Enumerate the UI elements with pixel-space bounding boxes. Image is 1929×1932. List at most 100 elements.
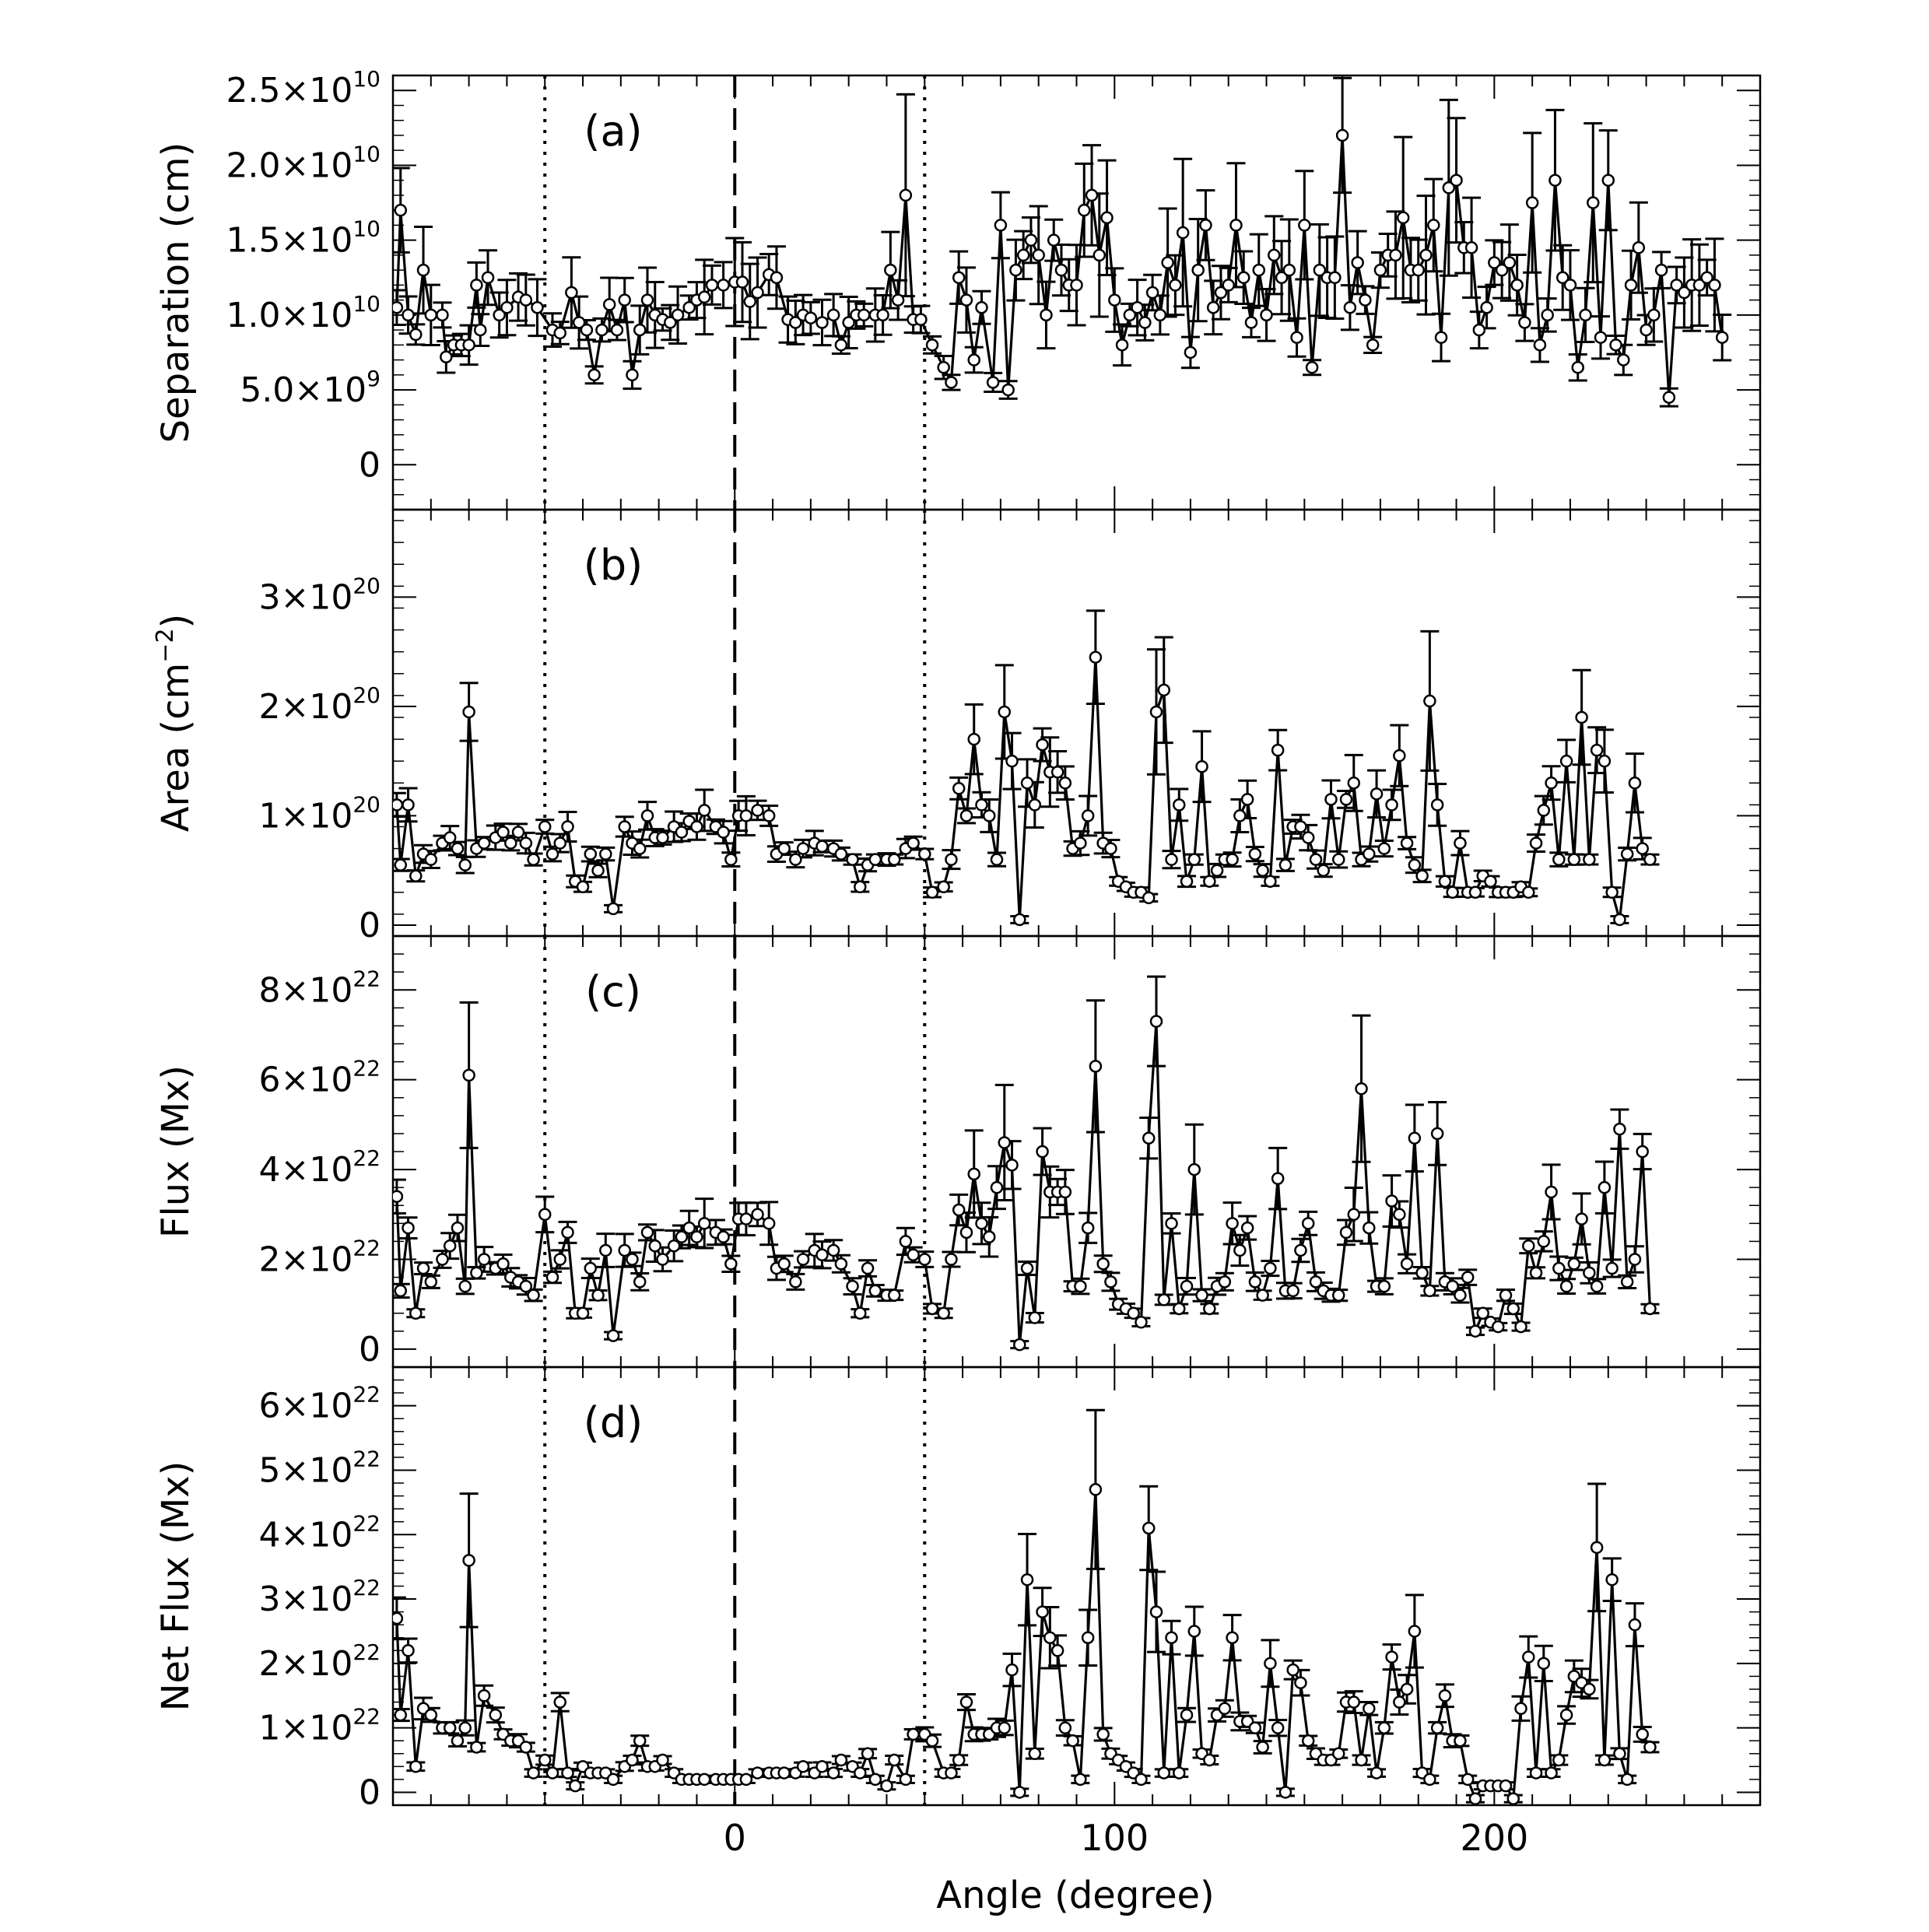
data-point: [580, 323, 594, 337]
data-point: [1195, 1289, 1208, 1302]
data-point: [1427, 219, 1440, 232]
data-point: [804, 311, 818, 324]
data-point: [925, 1302, 939, 1316]
data-point: [1271, 743, 1285, 757]
data-point: [1347, 1695, 1361, 1709]
data-point: [626, 368, 639, 382]
data-point: [1339, 793, 1353, 806]
data-point: [1389, 248, 1402, 262]
x-axis-label: Angle (degree): [936, 1874, 1215, 1917]
data-point: [402, 1221, 415, 1235]
data-point: [424, 1708, 438, 1722]
data-point: [1385, 1650, 1398, 1664]
data-point: [1165, 1217, 1178, 1230]
data-point: [770, 271, 784, 285]
data-point: [1271, 1721, 1285, 1734]
data-point: [1541, 308, 1554, 322]
data-point: [1173, 798, 1186, 812]
data-point: [1123, 308, 1137, 322]
data-point: [975, 798, 988, 812]
data-point: [1522, 1239, 1535, 1253]
series-line: [395, 1489, 1651, 1803]
data-point: [1173, 1766, 1186, 1779]
data-point: [1640, 323, 1653, 337]
data-point: [1100, 211, 1114, 225]
data-series: [393, 609, 1660, 927]
data-point: [1454, 1289, 1467, 1302]
data-point: [1332, 1747, 1345, 1761]
data-point: [1032, 248, 1045, 262]
data-point: [1131, 300, 1144, 314]
data-point: [1370, 787, 1384, 801]
data-point: [1468, 1324, 1482, 1338]
data-point: [618, 1243, 631, 1257]
data-point: [477, 1253, 491, 1266]
data-point: [880, 1779, 893, 1793]
data-point: [1180, 1279, 1194, 1293]
data-point: [1480, 300, 1493, 314]
data-point: [1450, 174, 1463, 187]
data-point: [1058, 1721, 1072, 1734]
data-point: [443, 1721, 457, 1734]
data-point: [717, 1230, 730, 1243]
data-point: [462, 1068, 475, 1082]
data-point: [519, 1279, 533, 1293]
data-point: [1613, 1747, 1626, 1761]
data-point: [493, 308, 506, 322]
data-point: [1218, 1275, 1232, 1289]
data-point: [1377, 1721, 1391, 1734]
data-point: [1309, 1275, 1323, 1289]
data-point: [1393, 749, 1406, 763]
data-point: [1294, 1676, 1307, 1689]
data-point: [477, 836, 491, 850]
data-point: [861, 1261, 875, 1275]
data-point: [519, 836, 533, 850]
data-point: [1214, 286, 1228, 300]
data-point: [975, 300, 988, 314]
data-point: [572, 316, 586, 329]
data-point: [967, 1167, 980, 1181]
data-point: [443, 1239, 457, 1253]
data-point: [1575, 710, 1588, 724]
data-point: [1579, 308, 1592, 322]
data-point: [1096, 1257, 1110, 1271]
data-point: [887, 1289, 901, 1302]
data-point: [834, 338, 848, 352]
data-point: [1013, 913, 1026, 927]
y-tick-label: 0: [359, 906, 381, 945]
data-point: [1305, 360, 1319, 374]
data-point: [952, 271, 966, 285]
data-point: [1301, 831, 1315, 844]
data-point: [1203, 1753, 1216, 1767]
data-point: [1173, 1302, 1186, 1316]
data-point: [1145, 286, 1159, 300]
data-point: [1408, 1131, 1422, 1145]
data-point: [751, 1208, 764, 1222]
data-point: [595, 323, 609, 337]
data-point: [527, 853, 540, 866]
data-point: [945, 1766, 958, 1779]
data-point: [1590, 1279, 1604, 1293]
data-point: [1085, 188, 1099, 202]
data-point: [1363, 1221, 1376, 1235]
data-point: [545, 847, 559, 861]
data-point: [998, 705, 1012, 719]
data-point: [1510, 279, 1524, 292]
data-point: [1601, 174, 1615, 187]
data-point: [451, 1734, 465, 1748]
data-point: [1282, 263, 1296, 277]
data-point: [462, 705, 475, 719]
data-point: [975, 1217, 988, 1230]
data-point: [1240, 793, 1254, 806]
data-point: [1115, 338, 1129, 352]
data-point: [899, 188, 913, 202]
data-point: [739, 1772, 753, 1786]
data-point: [1620, 847, 1634, 861]
data-point: [1359, 293, 1372, 307]
data-point: [1149, 1605, 1163, 1618]
data-point: [1157, 683, 1171, 697]
data-point: [1294, 820, 1307, 833]
data-point: [565, 286, 578, 300]
data-point: [868, 1284, 882, 1298]
data-point: [1222, 279, 1235, 292]
